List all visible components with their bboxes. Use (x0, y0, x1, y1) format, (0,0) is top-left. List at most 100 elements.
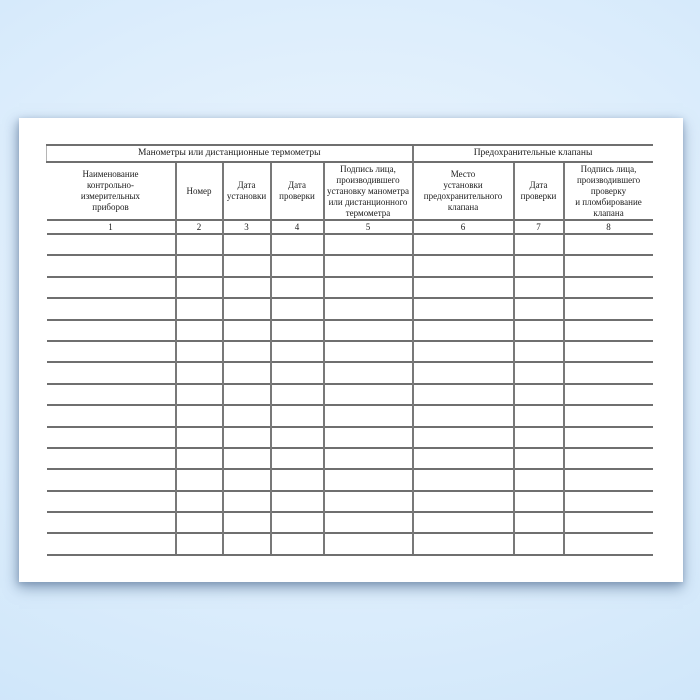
empty-cell (411, 404, 514, 427)
empty-cell (512, 318, 564, 341)
empty-cell (269, 404, 324, 427)
empty-cell (411, 297, 514, 320)
empty-rows-body (46, 232, 653, 556)
empty-cell (322, 254, 413, 277)
empty-cell (221, 361, 271, 384)
column-number-4: 4 (269, 219, 324, 234)
empty-cell (562, 318, 653, 341)
empty-cell (269, 254, 324, 277)
empty-cell (221, 297, 271, 320)
empty-cell (562, 511, 653, 534)
empty-cell (512, 532, 564, 556)
empty-cell (269, 275, 324, 299)
empty-cell (562, 297, 653, 320)
empty-cell (562, 489, 653, 513)
empty-data-row (46, 446, 653, 470)
empty-cell (512, 489, 564, 513)
empty-cell (269, 468, 324, 491)
empty-cell (46, 361, 176, 384)
column-header-valve-check-date: Дата проверки (512, 161, 564, 220)
empty-cell (512, 232, 564, 256)
empty-cell (221, 339, 271, 363)
empty-cell (562, 425, 653, 448)
column-number-1: 1 (46, 219, 176, 234)
empty-cell (269, 232, 324, 256)
empty-cell (46, 404, 176, 427)
column-header-installer-signature: Подпись лица, производившего установку м… (322, 161, 413, 220)
instruments-log-table: Манометры или дистанционные термометры П… (45, 144, 653, 556)
empty-cell (174, 339, 223, 363)
empty-data-row (46, 489, 653, 513)
empty-cell (562, 532, 653, 556)
empty-cell (221, 532, 271, 556)
empty-cell (512, 254, 564, 277)
column-number-5: 5 (322, 219, 413, 234)
empty-cell (174, 446, 223, 470)
empty-cell (322, 297, 413, 320)
column-header-number: Номер (174, 161, 223, 220)
empty-cell (322, 361, 413, 384)
empty-cell (221, 232, 271, 256)
empty-cell (174, 468, 223, 491)
empty-cell (322, 489, 413, 513)
empty-cell (562, 361, 653, 384)
empty-cell (512, 404, 564, 427)
empty-cell (411, 511, 514, 534)
empty-cell (411, 318, 514, 341)
empty-cell (562, 382, 653, 406)
empty-data-row (46, 297, 653, 320)
empty-data-row (46, 468, 653, 491)
empty-cell (269, 446, 324, 470)
empty-cell (174, 318, 223, 341)
empty-cell (221, 489, 271, 513)
empty-cell (174, 361, 223, 384)
empty-cell (411, 446, 514, 470)
column-number-row: 1 2 3 4 5 6 7 8 (46, 219, 653, 234)
empty-cell (269, 382, 324, 406)
empty-cell (46, 254, 176, 277)
empty-cell (46, 511, 176, 534)
column-number-6: 6 (411, 219, 514, 234)
empty-cell (221, 275, 271, 299)
empty-data-row (46, 532, 653, 556)
empty-cell (174, 511, 223, 534)
empty-cell (562, 468, 653, 491)
empty-cell (221, 404, 271, 427)
empty-data-row (46, 404, 653, 427)
column-header-sealer-signature: Подпись лица, производившего проверку и … (562, 161, 653, 220)
empty-data-row (46, 254, 653, 277)
empty-cell (46, 489, 176, 513)
empty-cell (322, 339, 413, 363)
empty-data-row (46, 361, 653, 384)
empty-cell (174, 275, 223, 299)
empty-cell (221, 446, 271, 470)
empty-cell (46, 232, 176, 256)
empty-cell (562, 404, 653, 427)
column-header-valve-location: Место установки предохранительного клапа… (411, 161, 514, 220)
empty-cell (512, 425, 564, 448)
empty-data-row (46, 232, 653, 256)
empty-cell (512, 382, 564, 406)
empty-cell (269, 489, 324, 513)
empty-cell (512, 446, 564, 470)
empty-cell (269, 425, 324, 448)
column-header-check-date: Дата проверки (269, 161, 324, 220)
empty-cell (46, 468, 176, 491)
empty-cell (411, 361, 514, 384)
empty-cell (562, 446, 653, 470)
empty-data-row (46, 318, 653, 341)
empty-cell (411, 489, 514, 513)
empty-cell (269, 339, 324, 363)
column-number-8: 8 (562, 219, 653, 234)
empty-cell (221, 382, 271, 406)
empty-cell (411, 254, 514, 277)
empty-cell (46, 297, 176, 320)
empty-data-row (46, 425, 653, 448)
empty-data-row (46, 339, 653, 363)
empty-cell (411, 339, 514, 363)
empty-cell (221, 425, 271, 448)
empty-cell (562, 232, 653, 256)
empty-cell (322, 511, 413, 534)
empty-cell (174, 404, 223, 427)
empty-cell (322, 318, 413, 341)
